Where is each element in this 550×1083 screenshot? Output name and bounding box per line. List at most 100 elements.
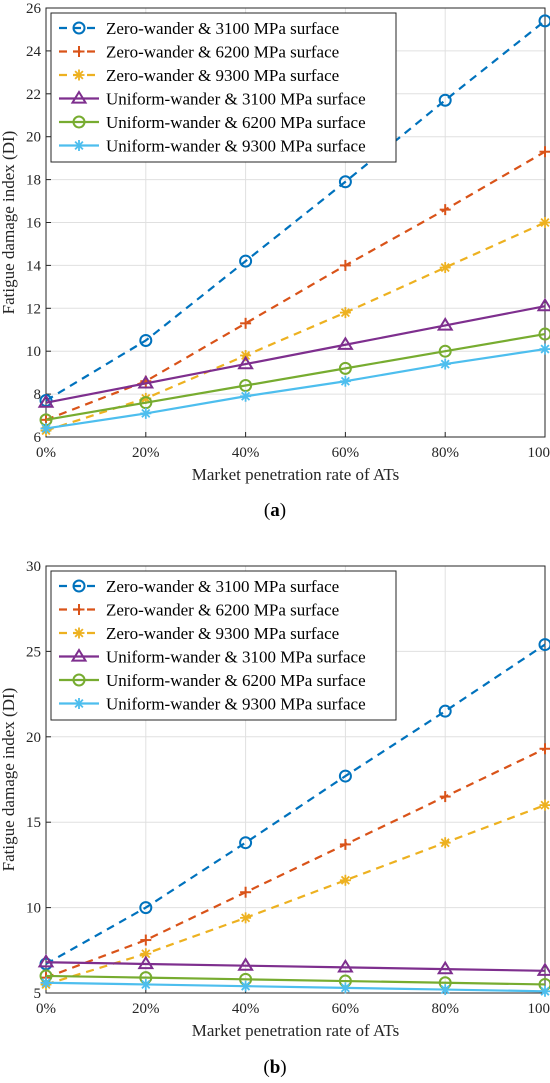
legend-item: Uniform-wander & 9300 MPa surface	[59, 695, 366, 714]
data-point	[539, 743, 550, 755]
series-line	[45, 221, 546, 432]
series-3	[40, 799, 550, 990]
legend-item: Zero-wander & 9300 MPa surface	[59, 624, 339, 643]
legend-marker	[73, 140, 85, 151]
legend-item: Uniform-wander & 3100 MPa surface	[59, 648, 366, 667]
series-4	[37, 297, 550, 408]
data-point	[337, 336, 354, 350]
y-tick-label: 12	[26, 301, 41, 317]
tick-labels: 0% 20% 40% 60% 80% 100% 5 10 15 20 25 30	[26, 559, 550, 1017]
x-axis-label: Market penetration rate of ATs	[192, 1021, 399, 1040]
data-point	[139, 333, 153, 347]
y-tick-label: 5	[34, 986, 42, 1002]
legend-item: Zero-wander & 9300 MPa surface	[59, 66, 339, 85]
legend-item: Uniform-wander & 6200 MPa surface	[59, 113, 366, 132]
series-2	[40, 146, 550, 426]
series-6	[40, 343, 550, 434]
data-point	[536, 297, 550, 312]
data-point	[438, 93, 452, 107]
series-line	[45, 150, 546, 421]
legend-marker	[72, 21, 86, 35]
y-tick-label: 20	[26, 730, 41, 746]
data-point	[439, 984, 451, 996]
data-point	[240, 317, 252, 329]
legend-marker	[72, 115, 86, 129]
legend-item: Uniform-wander & 6200 MPa surface	[59, 671, 366, 690]
legend-label: Zero-wander & 9300 MPa surface	[106, 66, 339, 85]
data-point	[140, 407, 152, 419]
data-point	[237, 957, 254, 971]
y-tick-label: 16	[26, 216, 42, 232]
legend-box	[50, 12, 397, 163]
data-point	[237, 355, 254, 370]
legend-marker	[70, 90, 88, 104]
data-point	[539, 217, 550, 228]
y-tick-label: 14	[26, 258, 42, 274]
data-point	[439, 358, 451, 370]
data-point	[239, 254, 253, 268]
data-point	[139, 901, 153, 915]
caption-b: (b)	[263, 1057, 287, 1078]
data-point	[240, 980, 252, 992]
data-point	[338, 175, 352, 189]
legend-label: Uniform-wander & 6200 MPa surface	[106, 671, 366, 690]
legend-label: Uniform-wander & 9300 MPa surface	[106, 695, 366, 714]
data-point	[339, 375, 351, 387]
data-point	[140, 948, 152, 960]
series-4	[37, 953, 550, 976]
series-line	[45, 305, 546, 404]
tick-labels: 0% 20% 40% 60% 80% 100% 6 8 10 12 14 16 18 20 22 24 26	[26, 1, 550, 461]
data-point	[339, 982, 351, 994]
x-tick-label: 40%	[232, 1001, 260, 1017]
data-point	[438, 344, 452, 358]
series-line	[45, 961, 546, 972]
data-point	[240, 886, 252, 898]
y-tick-label: 10	[26, 344, 41, 360]
legend: Zero-wander & 3100 MPa surface Zero-wande…	[50, 570, 397, 721]
legend-label: Zero-wander & 6200 MPa surface	[106, 43, 339, 62]
x-axis-label: Market penetration rate of ATs	[192, 465, 399, 484]
data-point	[539, 799, 550, 811]
x-tick-label: 0%	[36, 1001, 56, 1017]
data-point	[539, 146, 550, 158]
legend-marker	[73, 604, 85, 615]
data-point	[538, 638, 550, 652]
data-point	[539, 985, 550, 997]
data-point	[338, 769, 352, 783]
chart-panel-b: 0% 20% 40% 60% 80% 100% 5 10 15 20 25 30 Market pene…	[0, 541, 550, 1083]
y-tick-label: 18	[26, 173, 41, 189]
series-line	[45, 981, 546, 993]
chart-b-svg: 0% 20% 40% 60% 80% 100% 5 10 15 20 25 30 Market pene…	[0, 559, 550, 1040]
data-point	[439, 262, 451, 274]
y-tick-label: 15	[26, 815, 41, 831]
series-line	[45, 643, 546, 965]
legend-item: Zero-wander & 3100 MPa surface	[59, 577, 339, 596]
data-point	[339, 259, 351, 271]
chart-panel-a: 0% 20% 40% 60% 80% 100% 6 8 10 12 14 16 18 20 22 24 26 Ma…	[0, 0, 550, 541]
y-tick-label: 24	[26, 44, 42, 60]
data-point	[337, 958, 354, 973]
x-tick-label: 20%	[132, 445, 160, 461]
legend-marker	[72, 673, 86, 687]
data-point	[338, 361, 352, 375]
legend-item: Uniform-wander & 9300 MPa surface	[59, 137, 366, 156]
x-tick-label: 80%	[431, 445, 459, 461]
x-tick-label: 100%	[528, 445, 550, 461]
legend-label: Uniform-wander & 9300 MPa surface	[106, 137, 366, 156]
x-tick-label: 0%	[36, 445, 56, 461]
y-tick-label: 8	[34, 387, 42, 403]
series-line	[45, 332, 546, 421]
data-point	[438, 704, 452, 718]
data-point	[40, 977, 52, 989]
legend-item: Zero-wander & 6200 MPa surface	[59, 601, 339, 620]
x-tick-label: 20%	[132, 1001, 160, 1017]
y-tick-label: 25	[26, 644, 41, 660]
data-point	[240, 390, 252, 402]
y-tick-label: 30	[26, 559, 41, 575]
x-tick-label: 100%	[528, 1001, 550, 1017]
legend-label: Uniform-wander & 3100 MPa surface	[106, 648, 366, 667]
data-point	[436, 317, 454, 331]
data-point	[240, 912, 252, 924]
legend-item: Zero-wander & 3100 MPa surface	[59, 19, 339, 38]
legend-marker	[73, 698, 85, 709]
